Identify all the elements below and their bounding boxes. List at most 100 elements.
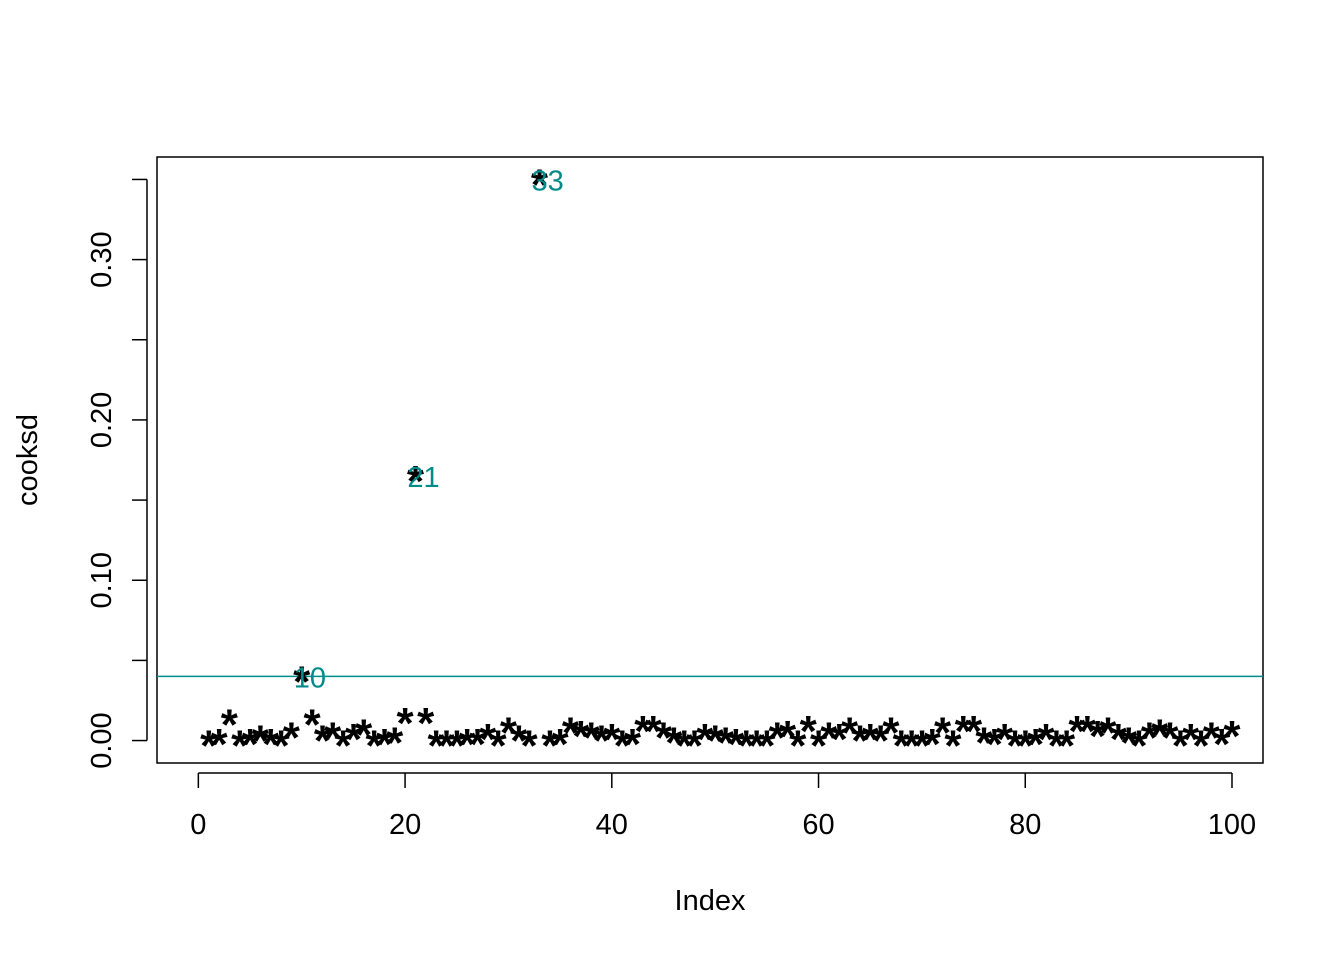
data-point: * (552, 720, 570, 769)
data-point: * (975, 718, 993, 767)
data-point: * (231, 722, 249, 771)
data-point: * (1089, 712, 1107, 761)
data-point: * (324, 714, 342, 763)
data-point: * (210, 720, 228, 769)
data-point: * (1203, 714, 1221, 763)
data-point: * (820, 714, 838, 763)
data-point: * (1192, 722, 1210, 771)
data-point: * (727, 720, 745, 769)
data-point: * (1006, 722, 1024, 771)
data-point: * (583, 714, 601, 763)
data-point: * (893, 722, 911, 771)
data-point: * (1110, 715, 1128, 764)
data-point: * (717, 718, 735, 767)
data-point: * (758, 722, 776, 771)
data-point: * (1172, 722, 1190, 771)
data-point: * (334, 722, 352, 771)
data-point: * (562, 709, 580, 758)
data-point: * (376, 720, 394, 769)
data-point: * (1151, 710, 1169, 759)
data-point: * (872, 717, 890, 766)
data-point: * (913, 722, 931, 771)
data-point: * (1141, 714, 1159, 763)
data-point: * (944, 722, 962, 771)
data-point: * (996, 715, 1014, 764)
data-point: * (934, 709, 952, 758)
data-point: * (1161, 714, 1179, 763)
data-point: * (882, 709, 900, 758)
x-tick-label: 100 (1208, 809, 1256, 841)
x-axis: 0 20 40 60 80 100 (190, 772, 1256, 841)
plot-area-frame (156, 156, 1264, 764)
point-label: 21 (407, 462, 439, 494)
data-point: * (407, 457, 425, 506)
data-point: * (1099, 709, 1117, 758)
data-point: * (1120, 718, 1138, 767)
data-point: * (479, 715, 497, 764)
data-point: * (428, 722, 446, 771)
data-point: * (603, 715, 621, 764)
data-point: * (252, 717, 270, 766)
data-point: * (314, 717, 332, 766)
y-axis-title: cooksd (12, 414, 44, 506)
data-point: * (593, 717, 611, 766)
y-tick-label: 0.20 (86, 392, 118, 448)
point-labels: 10 21 33 (294, 165, 564, 694)
data-point: * (769, 714, 787, 763)
data-point: * (986, 720, 1004, 769)
data-point: * (1027, 720, 1045, 769)
data-point: * (903, 722, 921, 771)
data-point: * (1130, 722, 1148, 771)
data-point: * (1223, 712, 1241, 761)
data-point: * (531, 160, 549, 209)
data-point: * (262, 720, 280, 769)
data-point: * (510, 717, 528, 766)
x-axis-title: Index (675, 885, 746, 917)
data-point: * (841, 709, 859, 758)
data-point: * (1068, 707, 1086, 756)
data-point: * (1017, 722, 1035, 771)
data-point: * (541, 722, 559, 771)
x-tick-label: 60 (802, 809, 834, 841)
data-point: * (955, 707, 973, 756)
data-point: * (696, 715, 714, 764)
data-point: * (241, 720, 259, 769)
data-point: * (438, 722, 456, 771)
data-point: * (1213, 720, 1231, 769)
x-tick-label: 80 (1009, 809, 1041, 841)
data-point: * (965, 707, 983, 756)
x-tick-label: 0 (190, 809, 206, 841)
data-point: * (469, 720, 487, 769)
data-point: * (789, 722, 807, 771)
data-point: * (645, 707, 663, 756)
data-point: * (221, 701, 239, 750)
data-point: * (655, 714, 673, 763)
y-tick-label: 0.10 (86, 552, 118, 608)
data-point: * (1182, 715, 1200, 764)
data-point: * (624, 720, 642, 769)
data-point: * (500, 709, 518, 758)
data-point: * (283, 714, 301, 763)
data-point: * (851, 717, 869, 766)
data-point: * (831, 715, 849, 764)
data-point: * (1079, 707, 1097, 756)
x-tick-label: 40 (596, 809, 628, 841)
data-point: * (521, 722, 539, 771)
point-label: 10 (294, 662, 326, 694)
data-point: * (810, 722, 828, 771)
data-point: * (748, 722, 766, 771)
data-point: * (293, 657, 311, 706)
data-point: * (924, 720, 942, 769)
data-point: * (686, 722, 704, 771)
data-point: * (345, 715, 363, 764)
data-point: * (707, 717, 725, 766)
data-point: * (459, 720, 477, 769)
data-point: * (665, 718, 683, 767)
data-point: * (614, 722, 632, 771)
data-point: * (417, 699, 435, 748)
data-point: * (634, 707, 652, 756)
data-point: * (1037, 715, 1055, 764)
point-label: 33 (531, 165, 563, 197)
data-point: * (386, 718, 404, 767)
